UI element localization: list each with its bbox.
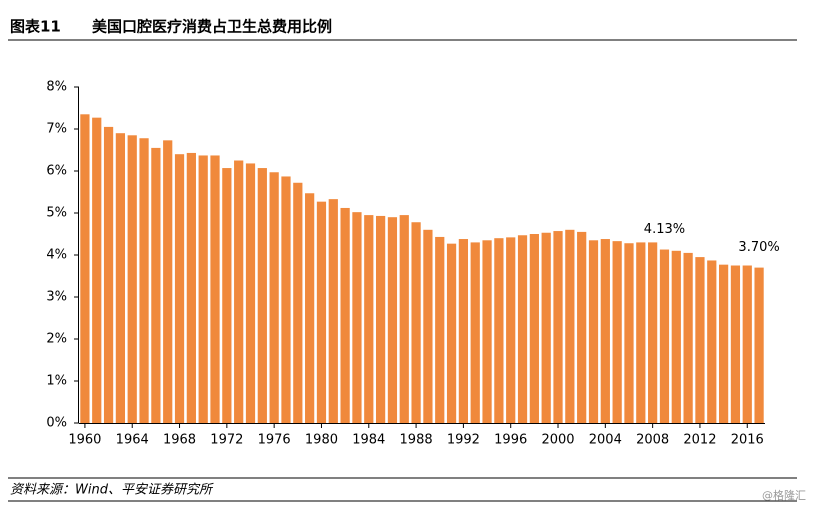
bar <box>293 182 303 423</box>
bar <box>695 257 705 423</box>
bar <box>470 242 480 423</box>
bar <box>553 231 563 423</box>
bar <box>446 243 457 423</box>
bar <box>186 152 196 423</box>
y-tick-label: 0% <box>46 416 67 431</box>
bar <box>742 265 752 423</box>
bar <box>423 229 433 423</box>
bar <box>328 199 338 423</box>
x-tick-label: 1980 <box>305 433 338 448</box>
y-tick-label: 7% <box>46 122 67 137</box>
y-tick-label: 1% <box>46 374 67 389</box>
bar <box>730 265 741 423</box>
bar <box>174 154 185 423</box>
bar <box>718 264 729 423</box>
x-tick-label: 1964 <box>116 433 149 448</box>
bar <box>375 215 386 423</box>
bar <box>517 235 528 423</box>
bar <box>127 135 137 424</box>
bar <box>612 241 622 423</box>
bar <box>600 239 610 423</box>
x-tick-label: 1960 <box>68 433 101 448</box>
bar <box>210 155 220 423</box>
bar <box>577 231 587 423</box>
x-tick-label: 2016 <box>731 433 764 448</box>
bar <box>305 193 315 423</box>
bar <box>482 240 492 423</box>
bar <box>340 207 350 423</box>
chart-title: 美国口腔医疗消费占卫生总费用比例 <box>92 18 332 36</box>
bar <box>458 239 469 423</box>
bar <box>494 238 504 423</box>
bar <box>624 243 634 423</box>
x-tick-label: 1988 <box>400 433 433 448</box>
bar <box>163 140 173 423</box>
bar <box>257 168 267 423</box>
bar <box>198 155 208 423</box>
x-tick-label: 1968 <box>163 433 196 448</box>
x-tick-label: 2000 <box>541 433 574 448</box>
x-tick-label: 2012 <box>683 433 716 448</box>
bar <box>541 232 551 423</box>
bar <box>103 126 114 424</box>
bar <box>316 201 327 423</box>
bar <box>636 242 646 423</box>
bar <box>115 133 126 423</box>
y-tick-label: 3% <box>46 290 67 305</box>
value-label: 4.13% <box>644 222 685 237</box>
bar <box>754 267 764 423</box>
x-tick-label: 1976 <box>258 433 291 448</box>
x-tick-label: 1984 <box>352 433 385 448</box>
bar <box>411 222 421 423</box>
bar <box>387 217 398 423</box>
y-tick-label: 5% <box>46 206 67 221</box>
x-tick-label: 1992 <box>447 433 480 448</box>
y-tick-label: 2% <box>46 332 67 347</box>
bar <box>671 250 681 423</box>
bar <box>281 176 291 423</box>
bar <box>151 147 161 423</box>
x-tick-label: 1972 <box>210 433 243 448</box>
bar <box>506 237 516 423</box>
bar <box>435 236 445 423</box>
x-tick-label: 2004 <box>589 433 622 448</box>
source: 资料来源：Wind、平安证券研究所 <box>10 482 214 498</box>
watermark: @格隆汇 <box>762 488 806 502</box>
bar <box>683 252 693 423</box>
bar <box>659 249 670 423</box>
bar <box>269 172 279 423</box>
bar <box>92 117 102 423</box>
bar <box>352 212 362 423</box>
y-tick-label: 8% <box>46 80 67 95</box>
bar <box>80 114 90 424</box>
y-tick-label: 6% <box>46 164 67 179</box>
figure-number: 图表11 <box>10 18 61 36</box>
bar <box>648 242 658 423</box>
x-tick-label: 1996 <box>494 433 527 448</box>
bar <box>245 163 256 423</box>
bar <box>588 240 599 423</box>
bar <box>234 160 244 423</box>
bar <box>364 215 374 423</box>
bar <box>399 215 409 423</box>
bar <box>222 168 232 423</box>
value-label: 3.70% <box>738 240 779 255</box>
bar <box>707 260 717 423</box>
bar <box>565 229 575 423</box>
y-tick-label: 4% <box>46 248 67 263</box>
bar <box>529 234 539 423</box>
x-tick-label: 2008 <box>636 433 669 448</box>
bar <box>139 138 149 424</box>
